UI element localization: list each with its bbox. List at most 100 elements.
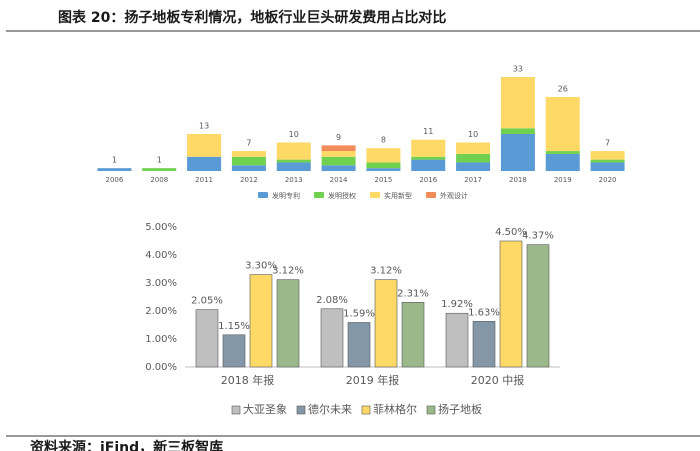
bar-segment xyxy=(500,133,535,171)
bar-segment xyxy=(276,159,311,163)
bar-segment xyxy=(590,151,625,160)
page-title: 图表 20：扬子地板专利情况，地板行业巨头研发费用占比对比 xyxy=(58,9,446,26)
value-label: 3.30% xyxy=(245,261,277,272)
x-tick-label: 2016 xyxy=(419,176,437,184)
bar xyxy=(401,302,425,368)
bar-segment xyxy=(411,139,446,157)
x-tick-label: 2018 年报 xyxy=(221,373,275,387)
bar-segment xyxy=(321,156,356,166)
y-tick-label: 1.00% xyxy=(145,334,177,345)
bar-segment xyxy=(231,156,266,166)
total-label: 10 xyxy=(468,130,478,139)
bar xyxy=(249,274,273,368)
value-label: 3.12% xyxy=(370,266,402,277)
total-label: 10 xyxy=(289,130,299,139)
legend-swatch xyxy=(426,192,436,198)
legend-label: 大亚圣象 xyxy=(243,402,287,416)
bar-segment xyxy=(321,145,356,152)
bar-segment xyxy=(366,168,401,171)
bar-segment xyxy=(187,133,222,157)
value-label: 1.15% xyxy=(218,321,250,332)
total-label: 11 xyxy=(423,127,433,136)
bar-segment xyxy=(456,142,491,154)
bar xyxy=(347,322,371,368)
value-label: 4.50% xyxy=(495,227,527,238)
bar xyxy=(320,308,344,368)
total-label: 7 xyxy=(246,139,251,148)
legend-label: 实用新型 xyxy=(384,191,412,200)
value-label: 1.92% xyxy=(441,299,473,310)
legend-swatch xyxy=(370,192,380,198)
x-tick-label: 2006 xyxy=(106,176,124,184)
legend-label: 发明专利 xyxy=(272,191,300,200)
bar-segment xyxy=(411,156,446,160)
x-tick-label: 2017 xyxy=(464,176,482,184)
bar-segment xyxy=(590,159,625,163)
bar-segment xyxy=(545,153,580,171)
x-tick-label: 2008 xyxy=(150,176,168,184)
bar-segment xyxy=(545,151,580,154)
bar xyxy=(499,240,523,368)
bar-segment xyxy=(276,142,311,160)
x-tick-label: 2012 xyxy=(240,176,258,184)
value-label: 4.37% xyxy=(522,231,554,242)
value-label: 2.08% xyxy=(316,295,348,306)
legend-swatch xyxy=(361,405,371,415)
bar-segment xyxy=(231,165,266,171)
legend-label: 扬子地板 xyxy=(438,402,482,416)
legend-swatch xyxy=(296,405,306,415)
x-tick-label: 2020 xyxy=(599,176,617,184)
value-label: 3.12% xyxy=(272,266,304,277)
bar xyxy=(472,321,496,368)
total-label: 33 xyxy=(513,65,523,74)
x-tick-label: 2015 xyxy=(375,176,393,184)
x-tick-label: 2019 年报 xyxy=(346,373,400,387)
legend-label: 德尔未来 xyxy=(308,402,352,416)
bar-segment xyxy=(545,96,580,152)
total-label: 9 xyxy=(336,133,341,142)
bar-segment xyxy=(366,148,401,163)
y-tick-label: 3.00% xyxy=(145,278,177,289)
value-label: 1.59% xyxy=(343,308,375,319)
x-tick-label: 2011 xyxy=(195,176,213,184)
bar-segment xyxy=(321,165,356,171)
bar-segment xyxy=(456,153,491,163)
x-tick-label: 2018 xyxy=(509,176,527,184)
total-label: 1 xyxy=(112,156,117,165)
x-tick-label: 2013 xyxy=(285,176,303,184)
bar xyxy=(374,279,398,368)
total-label: 1 xyxy=(157,156,162,165)
x-tick-label: 2014 xyxy=(330,176,348,184)
bar-segment xyxy=(187,156,222,171)
legend-swatch xyxy=(314,192,324,198)
y-tick-label: 4.00% xyxy=(145,250,177,261)
value-label: 2.05% xyxy=(191,296,223,307)
x-tick-label: 2020 中报 xyxy=(471,373,525,387)
legend-label: 外观设计 xyxy=(440,191,468,200)
bar xyxy=(445,312,469,368)
value-label: 1.63% xyxy=(468,307,500,318)
bar-segment xyxy=(590,162,625,171)
total-label: 8 xyxy=(381,136,386,145)
bar xyxy=(526,244,550,368)
legend-label: 发明授权 xyxy=(328,191,356,200)
x-tick-label: 2019 xyxy=(554,176,572,184)
bar-segment xyxy=(366,162,401,169)
bar-segment xyxy=(142,168,177,171)
bar xyxy=(195,309,219,368)
bar-segment xyxy=(97,168,132,171)
total-label: 7 xyxy=(605,139,610,148)
total-label: 26 xyxy=(558,84,568,93)
legend-swatch xyxy=(258,192,268,198)
y-tick-label: 0.00% xyxy=(145,362,177,373)
total-label: 13 xyxy=(199,121,209,130)
legend-swatch xyxy=(231,405,241,415)
y-tick-label: 2.00% xyxy=(145,306,177,317)
bar-segment xyxy=(500,77,535,129)
bar-segment xyxy=(231,151,266,157)
bar-segment xyxy=(321,151,356,157)
bar xyxy=(276,279,300,368)
bar-segment xyxy=(276,162,311,171)
source: 资料来源：iFind，新三板智库 xyxy=(30,439,223,451)
bar-segment xyxy=(411,159,446,171)
